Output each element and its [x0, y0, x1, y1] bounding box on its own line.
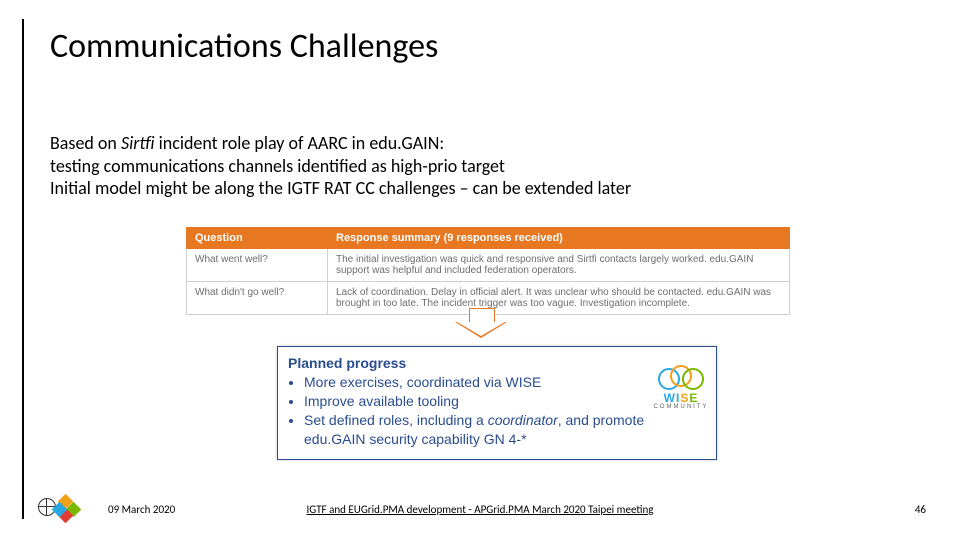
- list-item: Set defined roles, including a coordinat…: [304, 411, 706, 449]
- arrow-down-icon: [455, 308, 507, 336]
- table-row: What went well? The initial investigatio…: [187, 249, 790, 282]
- intro-line2: testing communications channels identifi…: [50, 155, 631, 178]
- planned-list: More exercises, coordinated via WISE Imp…: [288, 373, 706, 449]
- response-table: Question Response summary (9 responses r…: [186, 227, 790, 315]
- item3-italic: coordinator: [488, 412, 558, 428]
- planned-progress-box: Planned progress More exercises, coordin…: [277, 346, 717, 460]
- intro-text: Based on Sirtfi incident role play of AA…: [50, 132, 631, 200]
- planned-title: Planned progress: [288, 355, 706, 371]
- slide-title: Communications Challenges: [50, 26, 438, 67]
- intro-line3: Initial model might be along the IGTF RA…: [50, 177, 631, 200]
- table-cell-q: What went well?: [187, 249, 328, 282]
- intro-line1-post: incident role play of AARC in edu.GAIN:: [155, 132, 445, 154]
- slide: Communications Challenges Based on Sirtf…: [0, 0, 960, 540]
- table-header-question: Question: [187, 228, 328, 249]
- table-cell-q: What didn't go well?: [187, 282, 328, 315]
- item3-pre: Set defined roles, including a: [304, 412, 488, 428]
- table-cell-a: The initial investigation was quick and …: [328, 249, 790, 282]
- footer-center: IGTF and EUGrid.PMA development - APGrid…: [0, 503, 960, 516]
- intro-line1-pre: Based on: [50, 132, 121, 154]
- list-item: Improve available tooling: [304, 392, 706, 411]
- wise-sub: COMMUNITY: [652, 404, 710, 410]
- divider-line: [22, 19, 24, 519]
- intro-line1-italic: Sirtfi: [121, 132, 155, 154]
- table-header-answer: Response summary (9 responses received): [328, 228, 790, 249]
- wise-logo-icon: WISE COMMUNITY: [652, 365, 710, 410]
- table-cell-a: Lack of coordination. Delay in official …: [328, 282, 790, 315]
- footer-page-number: 46: [915, 503, 926, 516]
- intro-line1: Based on Sirtfi incident role play of AA…: [50, 132, 631, 155]
- list-item: More exercises, coordinated via WISE: [304, 373, 706, 392]
- table-header-row: Question Response summary (9 responses r…: [187, 228, 790, 249]
